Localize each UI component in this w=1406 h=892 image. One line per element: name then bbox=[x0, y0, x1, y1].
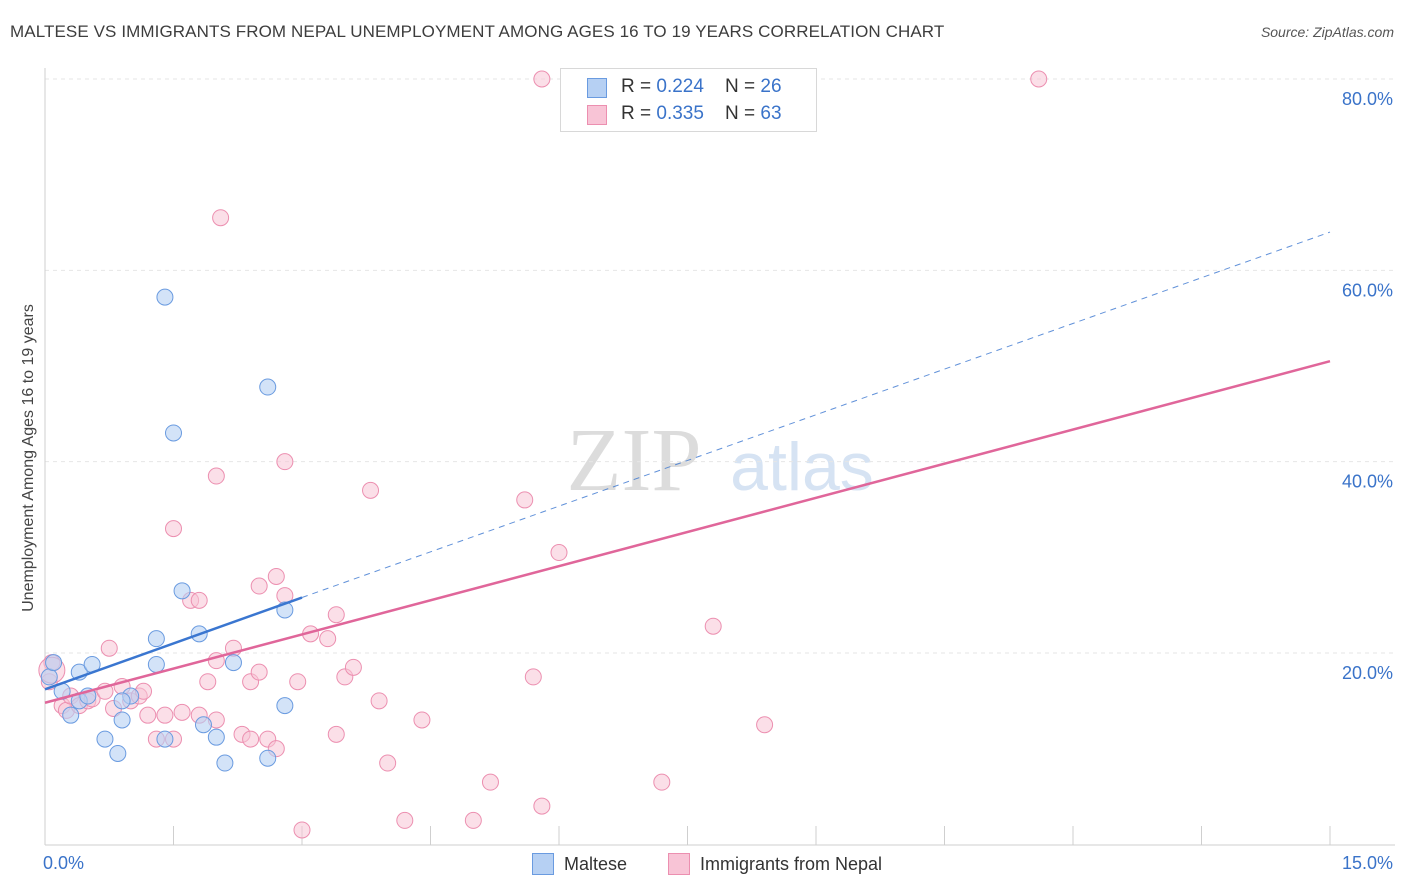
trend-lines bbox=[44, 231, 1331, 704]
y-tick-label: 40.0% bbox=[1342, 472, 1393, 492]
maltese-point bbox=[224, 654, 242, 672]
legend-r-value: 0.224 bbox=[656, 76, 704, 97]
nepal-point bbox=[464, 811, 482, 829]
legend-r-value: 0.335 bbox=[656, 103, 704, 124]
nepal-point bbox=[319, 630, 337, 648]
legend-n-value: 26 bbox=[760, 76, 782, 97]
nepal-point bbox=[533, 797, 551, 815]
maltese-point bbox=[62, 706, 80, 724]
nepal-point bbox=[533, 70, 551, 88]
maltese-point bbox=[173, 582, 191, 600]
nepal-point bbox=[242, 730, 260, 748]
nepal-point bbox=[379, 754, 397, 772]
legend-n-label: N = bbox=[725, 103, 761, 124]
legend-n-label: N = bbox=[725, 76, 761, 97]
maltese-point bbox=[147, 630, 165, 648]
bottom-legend-nepal: Immigrants from Nepal bbox=[668, 852, 882, 876]
maltese-point bbox=[147, 655, 165, 673]
tick-labels: 20.0% 40.0% 60.0% 80.0% 0.0% 15.0% bbox=[43, 89, 1393, 873]
maltese-point bbox=[40, 668, 58, 686]
legend-swatch-maltese bbox=[587, 78, 607, 98]
nepal-point bbox=[173, 703, 191, 721]
nepal-trend-line bbox=[44, 360, 1331, 704]
nepal-point bbox=[267, 567, 285, 585]
nepal-point bbox=[756, 716, 774, 734]
bottom-legend-swatch-nepal bbox=[668, 853, 690, 875]
nepal-point bbox=[396, 811, 414, 829]
maltese-point bbox=[113, 692, 131, 710]
maltese-point bbox=[113, 711, 131, 729]
nepal-point bbox=[250, 663, 268, 681]
nepal-point bbox=[1030, 70, 1048, 88]
nepal-point bbox=[370, 692, 388, 710]
axes bbox=[44, 68, 1395, 846]
nepal-point bbox=[327, 725, 345, 743]
nepal-point bbox=[139, 706, 157, 724]
nepal-point bbox=[524, 668, 542, 686]
nepal-point bbox=[481, 773, 499, 791]
bottom-legend-label-nepal: Immigrants from Nepal bbox=[700, 853, 883, 874]
maltese-point bbox=[165, 424, 182, 442]
nepal-point bbox=[293, 821, 311, 839]
x-tick-label: 15.0% bbox=[1342, 853, 1393, 873]
y-tick-label: 60.0% bbox=[1342, 280, 1393, 300]
maltese-trend-extension bbox=[301, 231, 1331, 598]
maltese-point bbox=[259, 378, 277, 396]
maltese-point bbox=[216, 754, 234, 772]
maltese-point bbox=[207, 728, 225, 746]
nepal-point bbox=[413, 711, 431, 729]
nepal-point bbox=[344, 658, 362, 676]
maltese-points bbox=[40, 288, 294, 772]
watermark-zip: ZIP bbox=[567, 411, 702, 510]
maltese-point bbox=[45, 654, 63, 672]
legend-r-label: R = bbox=[621, 103, 657, 124]
grid bbox=[45, 78, 1395, 654]
nepal-point bbox=[199, 673, 217, 691]
nepal-point bbox=[362, 481, 380, 499]
legend: R = 0.224 N = 26 R = 0.335 N = 63 bbox=[560, 68, 817, 132]
source-label: Source: ZipAtlas.com bbox=[1260, 24, 1394, 40]
maltese-point bbox=[156, 288, 174, 306]
legend-text-maltese: R = 0.224 N = 26 bbox=[621, 76, 782, 98]
bottom-legend-maltese: Maltese bbox=[532, 852, 627, 876]
nepal-point bbox=[165, 520, 182, 538]
watermark-atlas: atlas bbox=[730, 429, 874, 505]
maltese-point bbox=[156, 730, 174, 748]
legend-text-nepal: R = 0.335 N = 63 bbox=[621, 103, 782, 125]
nepal-point bbox=[276, 453, 294, 471]
nepal-point bbox=[516, 491, 534, 509]
y-tick-label: 20.0% bbox=[1342, 663, 1393, 683]
legend-r-label: R = bbox=[621, 76, 657, 97]
nepal-point bbox=[550, 544, 568, 562]
bottom-legend-label-maltese: Maltese bbox=[564, 853, 628, 874]
maltese-point bbox=[109, 744, 127, 762]
chart-title: MALTESE VS IMMIGRANTS FROM NEPAL UNEMPLO… bbox=[10, 22, 945, 41]
nepal-point bbox=[190, 591, 208, 609]
x-tick-label: 0.0% bbox=[43, 853, 84, 873]
maltese-trend-line bbox=[44, 596, 303, 691]
nepal-point bbox=[289, 673, 307, 691]
maltese-point bbox=[276, 697, 294, 715]
nepal-point bbox=[156, 706, 174, 724]
nepal-point bbox=[653, 773, 671, 791]
nepal-points bbox=[38, 70, 1048, 839]
legend-n-value: 63 bbox=[760, 103, 782, 124]
nepal-point bbox=[100, 639, 118, 657]
bottom-legend-swatch-maltese bbox=[532, 853, 554, 875]
nepal-point bbox=[327, 606, 345, 624]
nepal-point bbox=[212, 209, 230, 227]
y-tick-label: 80.0% bbox=[1342, 89, 1393, 109]
nepal-point bbox=[704, 617, 722, 635]
nepal-point bbox=[207, 467, 225, 485]
nepal-point bbox=[250, 577, 268, 595]
maltese-point bbox=[259, 749, 277, 767]
maltese-point bbox=[96, 730, 114, 748]
watermark: ZIP atlas bbox=[567, 411, 874, 510]
maltese-point bbox=[194, 716, 212, 734]
legend-swatch-nepal bbox=[587, 105, 607, 125]
